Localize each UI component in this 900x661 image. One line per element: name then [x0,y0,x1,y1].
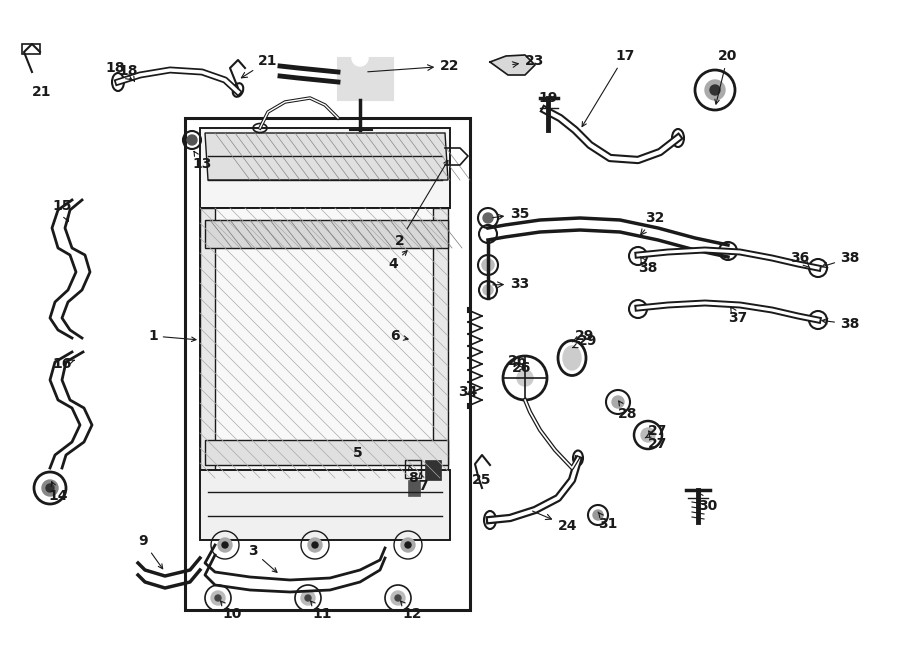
Text: 16: 16 [52,357,75,371]
Text: 6: 6 [390,329,408,343]
Ellipse shape [563,346,581,370]
Text: 1: 1 [148,329,196,343]
Text: 26: 26 [508,354,527,368]
Polygon shape [490,55,535,75]
Bar [200,128,450,208]
Bar [408,480,420,496]
Polygon shape [205,440,448,465]
Circle shape [710,85,720,95]
Circle shape [222,542,228,548]
Text: 3: 3 [248,544,277,572]
Text: 23: 23 [512,54,544,68]
Text: 27: 27 [648,431,668,451]
Circle shape [395,595,401,601]
Bar [200,208,448,478]
Text: 17: 17 [582,49,634,126]
Text: 20: 20 [715,49,737,104]
Text: 26: 26 [512,361,532,375]
Text: 37: 37 [728,307,747,325]
Text: 11: 11 [310,601,331,621]
Circle shape [42,480,58,496]
Circle shape [308,538,322,552]
Text: 22: 22 [368,59,460,73]
Text: 21: 21 [32,85,52,99]
Text: 13: 13 [192,151,211,171]
Text: 35: 35 [493,207,529,221]
Circle shape [593,510,603,520]
Bar [338,58,393,100]
Text: 14: 14 [48,482,68,503]
Text: 33: 33 [493,277,529,291]
Text: 18: 18 [105,61,131,80]
Text: 2: 2 [395,161,448,248]
Text: 38: 38 [822,251,860,268]
Text: 27: 27 [645,424,668,438]
Text: 32: 32 [641,211,664,235]
Text: 31: 31 [598,512,617,531]
Circle shape [517,370,533,386]
Text: 38: 38 [638,257,657,275]
Circle shape [218,538,232,552]
Bar [22,44,40,54]
Circle shape [705,80,725,100]
Circle shape [482,259,494,271]
Bar [425,460,441,480]
Text: 4: 4 [388,251,407,271]
Text: 8: 8 [408,465,418,485]
Text: 18: 18 [118,64,138,81]
Text: 36: 36 [790,251,810,268]
Circle shape [301,591,315,605]
Circle shape [312,542,318,548]
Circle shape [305,595,311,601]
Circle shape [483,213,493,223]
Circle shape [391,591,405,605]
Text: 29: 29 [572,329,594,343]
Bar [185,118,470,610]
Text: 19: 19 [538,91,558,105]
Circle shape [401,538,415,552]
Circle shape [46,484,54,492]
Bar [433,208,448,478]
Text: 9: 9 [138,534,163,568]
Polygon shape [205,220,448,248]
Text: 25: 25 [472,473,491,487]
Text: 34: 34 [458,385,478,399]
Polygon shape [205,133,448,180]
Bar [200,208,215,478]
Circle shape [612,396,624,408]
Bar [200,470,450,540]
Text: 28: 28 [618,401,637,421]
Text: 5: 5 [353,446,363,460]
Text: 24: 24 [533,511,578,533]
Text: 10: 10 [220,601,241,621]
Text: 15: 15 [52,199,71,221]
Circle shape [483,285,493,295]
Text: 29: 29 [572,334,598,348]
Text: 12: 12 [400,601,421,621]
Circle shape [187,135,197,145]
Text: 21: 21 [241,54,277,78]
Text: 30: 30 [698,493,717,513]
Circle shape [215,595,221,601]
Bar [405,460,421,478]
Circle shape [405,542,411,548]
Circle shape [352,50,368,66]
Circle shape [211,591,225,605]
Circle shape [641,428,655,442]
Text: 38: 38 [822,317,860,331]
Text: 7: 7 [418,473,428,493]
